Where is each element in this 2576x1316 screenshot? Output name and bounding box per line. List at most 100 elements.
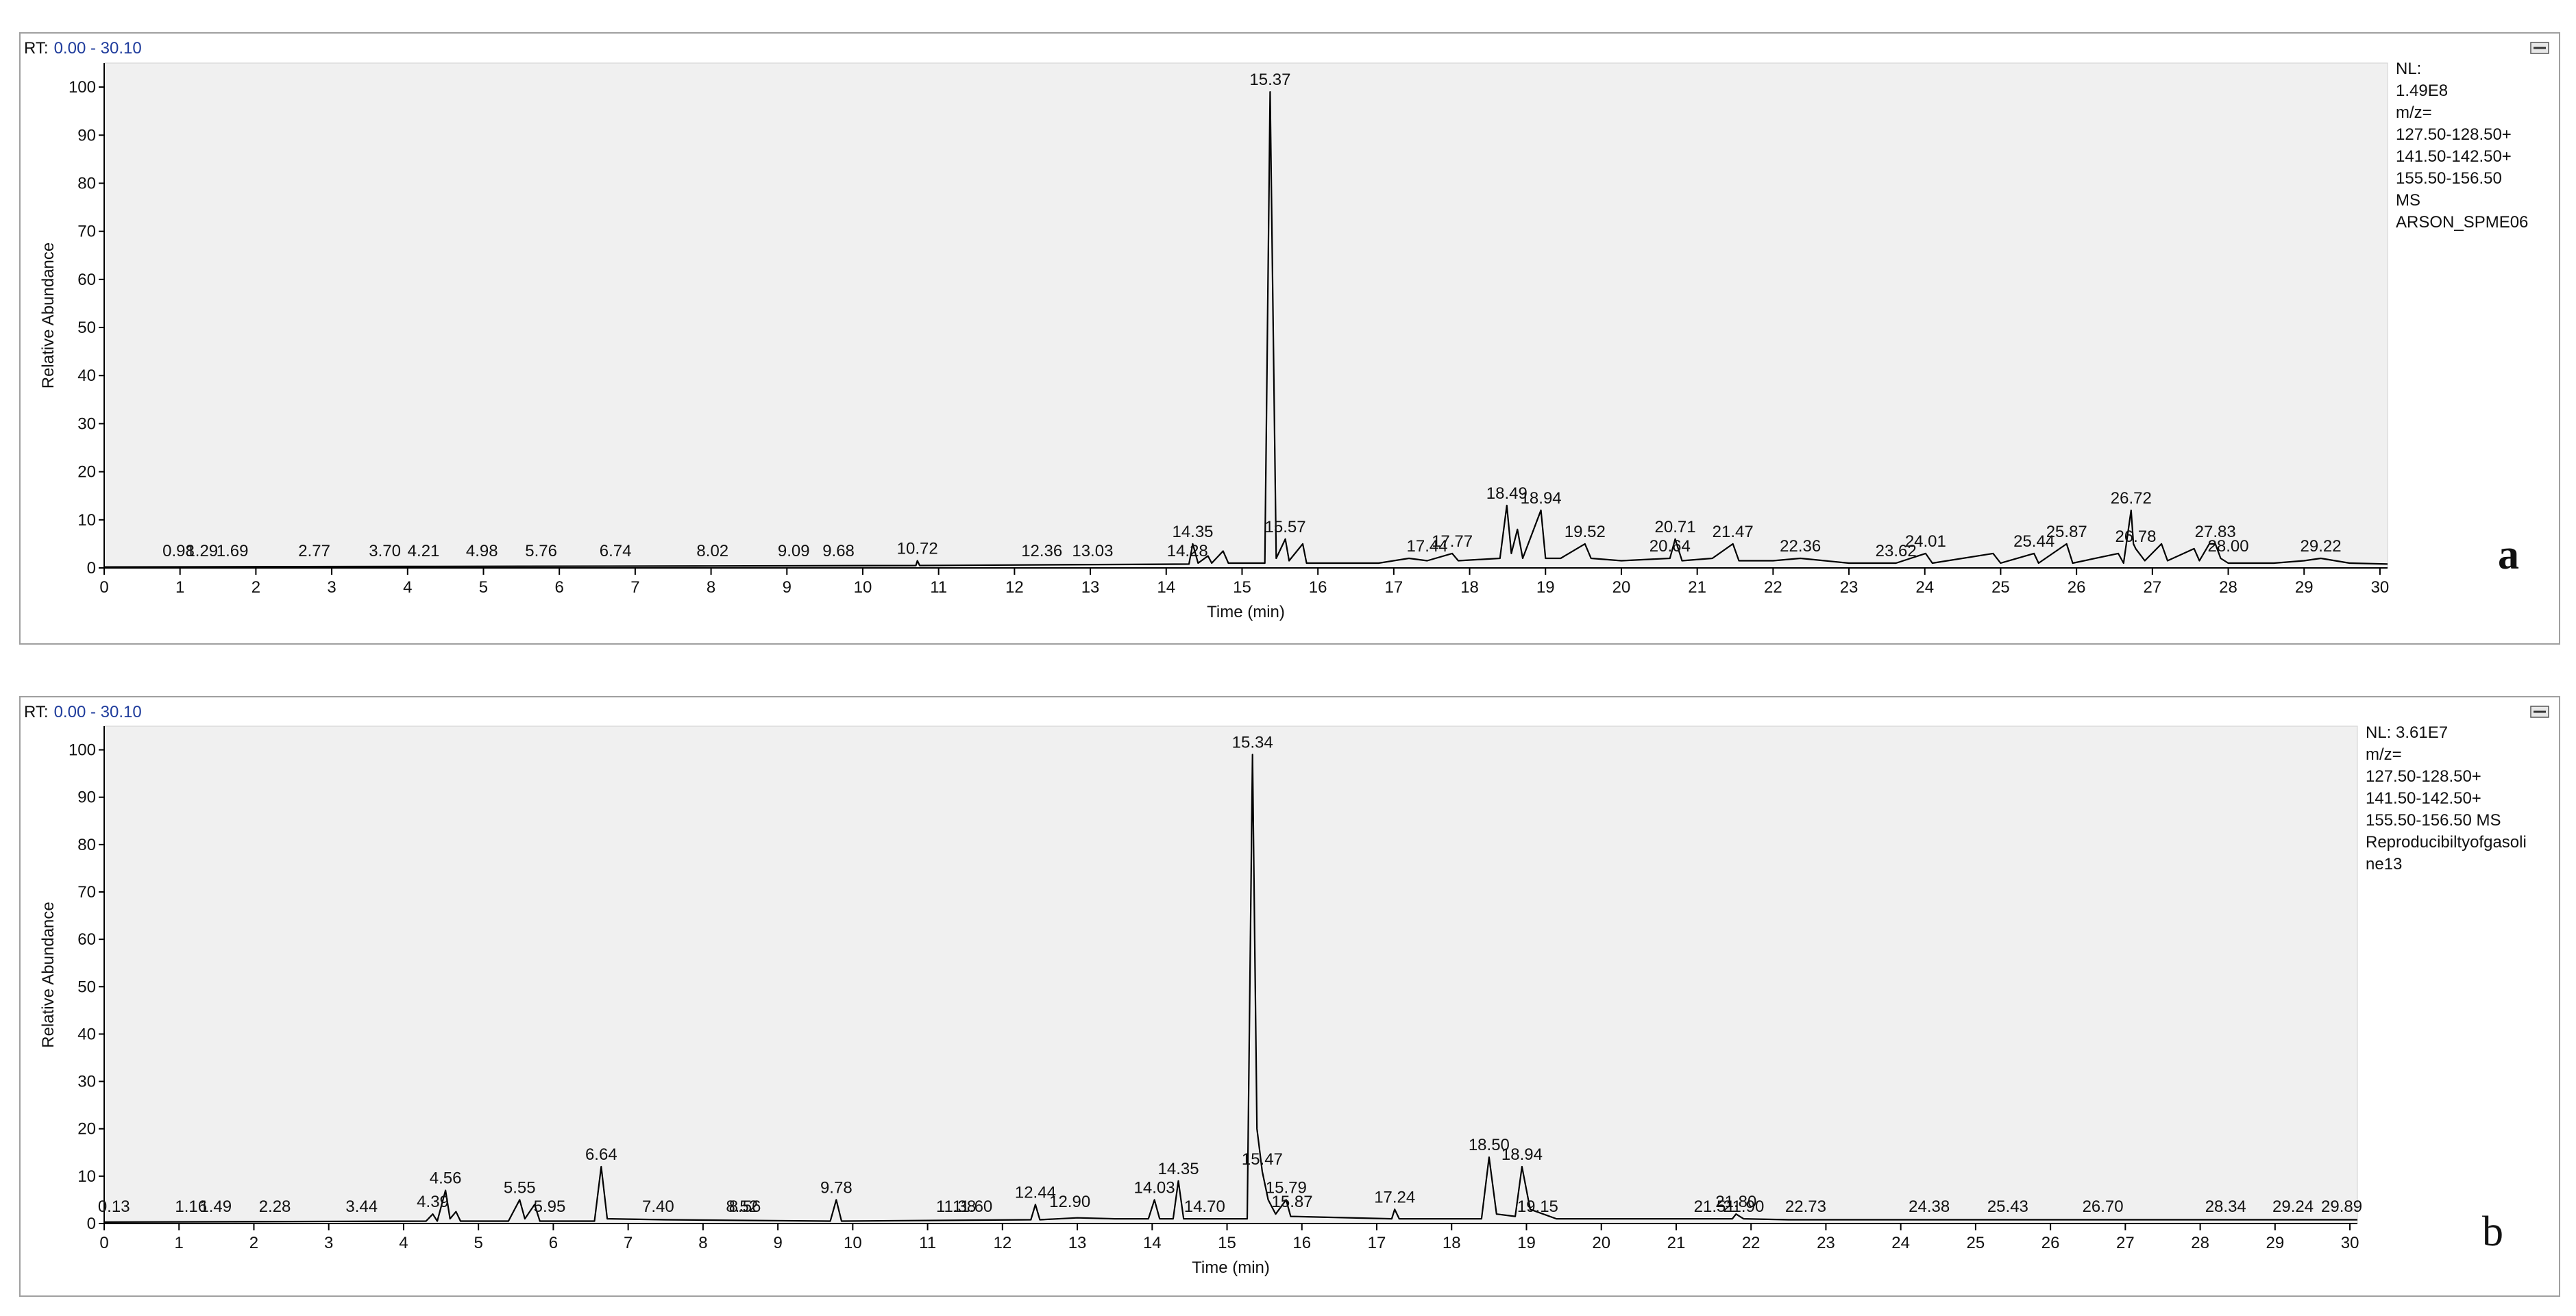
y-tick-label: 40 <box>77 367 96 385</box>
peak-label: 26.72 <box>2111 489 2152 508</box>
x-tick-label: 23 <box>1817 1234 1835 1252</box>
peak-label: 15.47 <box>1242 1150 1283 1169</box>
rt-range: RT: 0.00 - 30.10 <box>24 39 142 58</box>
x-tick-label: 27 <box>2116 1234 2135 1252</box>
peak-label: 15.57 <box>1265 518 1306 536</box>
peak-label: 5.76 <box>525 542 557 560</box>
x-tick-label: 4 <box>399 1234 408 1252</box>
x-tick-label: 9 <box>783 578 792 597</box>
peak-label: 14.70 <box>1184 1197 1225 1216</box>
y-tick-label: 80 <box>77 836 96 854</box>
peak-label: 4.56 <box>430 1169 462 1188</box>
peak-label: 27.83 <box>2195 523 2236 541</box>
y-tick-label: 70 <box>77 223 96 241</box>
peak-label: 20.64 <box>1649 537 1691 556</box>
peak-label: 28.34 <box>2205 1197 2246 1216</box>
x-tick-label: 0 <box>99 578 108 597</box>
peak-label: 12.36 <box>1021 542 1062 560</box>
rt-label: RT: <box>24 703 49 721</box>
peak-label: 1.69 <box>217 542 249 560</box>
x-tick-label: 16 <box>1309 578 1327 597</box>
x-tick-label: 18 <box>1443 1234 1461 1252</box>
peak-label: 21.90 <box>1723 1197 1764 1216</box>
rt-label: RT: <box>24 39 49 58</box>
x-tick-label: 28 <box>2191 1234 2209 1252</box>
y-tick-label: 20 <box>77 463 96 482</box>
peak-label: 19.15 <box>1517 1197 1558 1216</box>
peak-label: 15.37 <box>1249 71 1290 89</box>
peak-label: 1.29 <box>186 542 218 560</box>
peak-label: 1.49 <box>199 1197 232 1216</box>
peak-label: 5.55 <box>504 1178 536 1197</box>
x-tick-label: 27 <box>2143 578 2161 597</box>
x-tick-label: 6 <box>549 1234 558 1252</box>
x-tick-label: 7 <box>624 1234 633 1252</box>
y-tick-label: 90 <box>77 126 96 145</box>
x-tick-label: 30 <box>2341 1234 2359 1252</box>
peak-label: 17.77 <box>1432 532 1473 551</box>
peak-label: 21.47 <box>1713 523 1754 541</box>
x-tick-label: 20 <box>1612 578 1631 597</box>
peak-label: 18.49 <box>1486 484 1528 503</box>
x-tick-label: 2 <box>249 1234 258 1252</box>
x-tick-label: 17 <box>1368 1234 1386 1252</box>
x-tick-label: 2 <box>252 578 260 597</box>
peak-label: 1.16 <box>175 1197 207 1216</box>
peak-label: 14.35 <box>1172 523 1213 541</box>
chromatogram-trace <box>103 754 2357 1223</box>
y-tick-label: 90 <box>77 789 96 807</box>
panel-letter: b <box>2482 1208 2503 1255</box>
y-tick-label: 50 <box>77 319 96 337</box>
peak-label: 26.70 <box>2083 1197 2124 1216</box>
x-tick-label: 12 <box>993 1234 1011 1252</box>
info-line: m/z= <box>2366 745 2402 764</box>
info-line: 127.50-128.50+ <box>2366 767 2481 786</box>
x-tick-label: 30 <box>2371 578 2390 597</box>
peak-label: 15.34 <box>1232 733 1273 752</box>
y-tick-label: 20 <box>77 1120 96 1139</box>
peak-label: 6.74 <box>600 542 632 560</box>
x-tick-label: 13 <box>1081 578 1100 597</box>
peak-label: 11.60 <box>953 1197 992 1216</box>
x-tick-label: 9 <box>773 1234 782 1252</box>
y-tick-label: 40 <box>77 1025 96 1043</box>
peak-label: 15.87 <box>1272 1193 1313 1211</box>
info-line: NL: 3.61E7 <box>2366 723 2448 742</box>
x-tick-label: 5 <box>474 1234 482 1252</box>
panel-letter: a <box>2498 532 2519 578</box>
info-line: ne13 <box>2366 855 2402 873</box>
peak-label: 17.44 <box>1407 537 1448 556</box>
x-tick-label: 29 <box>2266 1234 2284 1252</box>
y-tick-label: 30 <box>77 414 96 433</box>
peak-label: 22.36 <box>1780 537 1821 556</box>
info-line: 155.50-156.50 MS <box>2366 811 2501 830</box>
peak-label: 23.62 <box>1876 542 1917 560</box>
peak-label: 4.39 <box>417 1193 449 1211</box>
rt-value: 0.00 - 30.10 <box>54 39 142 58</box>
plot-area <box>103 725 2358 1224</box>
peak-label: 22.73 <box>1785 1197 1826 1216</box>
x-axis-label: Time (min) <box>1192 1258 1270 1277</box>
x-tick-label: 0 <box>99 1234 108 1252</box>
x-tick-label: 16 <box>1292 1234 1311 1252</box>
peak-label: 21.80 <box>1715 1193 1756 1211</box>
x-tick-label: 22 <box>1764 578 1782 597</box>
peak-label: 3.70 <box>369 542 401 560</box>
peak-label: 11.38 <box>936 1197 976 1216</box>
peak-label: 3.44 <box>345 1197 378 1216</box>
peak-label: 2.28 <box>259 1197 291 1216</box>
x-tick-label: 15 <box>1218 1234 1236 1252</box>
x-tick-label: 21 <box>1667 1234 1686 1252</box>
peak-label: 17.24 <box>1374 1188 1415 1206</box>
peak-label: 19.52 <box>1565 523 1606 541</box>
info-line: MS <box>2396 191 2420 210</box>
x-tick-label: 18 <box>1460 578 1479 597</box>
x-tick-label: 7 <box>630 578 639 597</box>
y-tick-label: 100 <box>69 741 96 760</box>
x-tick-label: 10 <box>854 578 872 597</box>
x-tick-label: 1 <box>175 1234 184 1252</box>
x-tick-label: 23 <box>1840 578 1859 597</box>
x-tick-label: 11 <box>919 1234 936 1252</box>
info-line: m/z= <box>2396 103 2432 122</box>
